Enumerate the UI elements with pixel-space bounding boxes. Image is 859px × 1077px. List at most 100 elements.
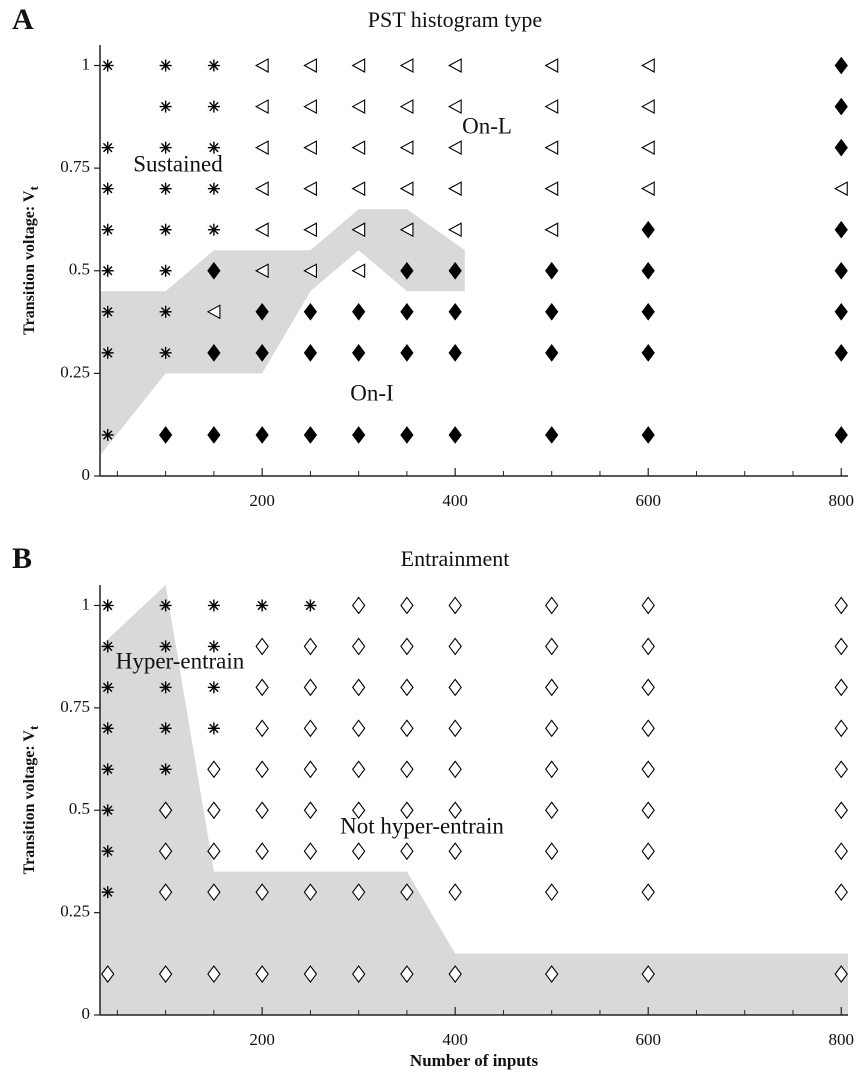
point: [641, 760, 655, 779]
y-tick-label: 0.75: [60, 157, 90, 176]
point: [207, 801, 221, 820]
x-tick-label: 200: [249, 491, 275, 510]
point: [545, 842, 559, 861]
point: [207, 599, 220, 612]
point: [303, 140, 317, 156]
point: [834, 801, 848, 820]
point: [545, 344, 559, 362]
annotation: Sustained: [133, 151, 223, 176]
y-tick-label: 0.75: [60, 697, 90, 716]
point: [545, 261, 559, 280]
point: [834, 678, 848, 697]
point: [641, 426, 655, 444]
point: [207, 223, 220, 236]
point: [448, 883, 462, 902]
point: [641, 719, 655, 738]
point: [254, 222, 269, 238]
y-tick-label: 0.25: [60, 902, 90, 921]
point: [352, 302, 366, 321]
point: [101, 305, 114, 318]
point: [303, 965, 318, 983]
y-axis-label: Transition voltage: Vt: [21, 725, 41, 874]
point: [544, 58, 559, 73]
point: [448, 719, 462, 738]
point: [158, 801, 173, 820]
point: [351, 678, 366, 697]
point: [206, 304, 221, 320]
point: [255, 883, 269, 902]
point: [303, 99, 317, 114]
point: [159, 100, 172, 113]
point: [834, 56, 848, 75]
y-tick-label: 0.5: [69, 260, 90, 279]
point: [255, 842, 269, 861]
point: [545, 965, 559, 983]
point: [303, 719, 318, 738]
point: [400, 426, 414, 444]
point: [303, 760, 318, 779]
point: [101, 845, 114, 858]
point: [544, 140, 559, 156]
point: [641, 58, 655, 73]
point: [399, 140, 414, 156]
point: [351, 99, 366, 114]
x-tick-label: 400: [442, 1030, 468, 1049]
point: [400, 842, 414, 861]
point: [834, 220, 848, 239]
point: [448, 181, 462, 197]
point: [101, 264, 114, 277]
point: [834, 426, 848, 444]
point: [351, 883, 366, 902]
point: [545, 302, 559, 321]
point: [303, 801, 318, 820]
point: [545, 760, 559, 779]
point: [834, 637, 848, 656]
y-axis-label: Transition voltage: Vt: [21, 186, 41, 335]
point: [641, 220, 655, 239]
point: [159, 59, 172, 72]
point: [101, 223, 114, 236]
point: [207, 681, 220, 694]
point: [159, 305, 172, 318]
point: [834, 760, 848, 779]
point: [545, 719, 559, 738]
point: [545, 801, 559, 820]
point: [641, 302, 655, 321]
point: [254, 99, 269, 114]
point: [545, 678, 559, 697]
y-tick-label: 0: [82, 465, 91, 484]
point: [207, 760, 221, 779]
point: [641, 344, 655, 362]
point: [641, 99, 655, 114]
y-tick-label: 1: [82, 54, 91, 73]
point: [159, 223, 172, 236]
point: [544, 181, 559, 197]
point: [351, 965, 366, 983]
point: [159, 722, 172, 735]
y-tick-label: 0.25: [60, 362, 90, 381]
point: [834, 842, 848, 861]
point: [399, 222, 414, 238]
point: [641, 842, 655, 861]
point: [834, 596, 848, 615]
point: [207, 141, 220, 154]
point: [303, 842, 318, 861]
point: [400, 801, 414, 820]
point: [207, 100, 220, 113]
point: [448, 842, 462, 861]
panel: 0 0.25 0.5 0.75 1 200 400 600 800 A PST histogram …: [12, 3, 854, 510]
point: [834, 97, 848, 116]
point: [351, 222, 366, 238]
point: [101, 141, 114, 154]
point: [159, 182, 172, 195]
point: [400, 678, 414, 697]
point: [400, 261, 414, 280]
point: [834, 302, 848, 321]
point: [255, 344, 269, 362]
point: [641, 883, 655, 902]
point: [834, 261, 848, 280]
point: [254, 263, 269, 279]
point: [159, 346, 172, 359]
point: [641, 801, 655, 820]
point: [400, 719, 414, 738]
